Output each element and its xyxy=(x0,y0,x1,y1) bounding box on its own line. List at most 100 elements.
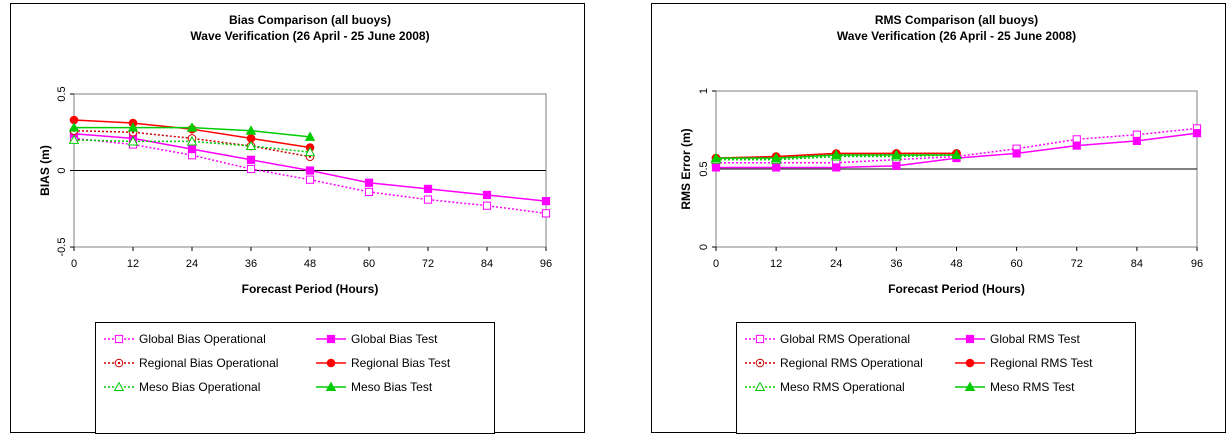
legend-item-global-bias-operational: Global Bias Operational xyxy=(104,332,266,346)
bias-chart-panel: Bias Comparison (all buoys) Wave Verifica… xyxy=(10,3,585,434)
legend-label: Global RMS Operational xyxy=(780,332,911,346)
x-tick-label: 0 xyxy=(71,258,77,270)
legend-item-meso-bias-operational: Meso Bias Operational xyxy=(104,380,260,394)
legend-item-global-rms-operational: Global RMS Operational xyxy=(745,332,910,346)
series-line xyxy=(73,139,311,153)
x-tick-label: 60 xyxy=(1011,258,1023,270)
x-axis-label: Forecast Period (Hours) xyxy=(242,282,379,296)
chart-subtitle: Wave Verification (26 April - 25 June 20… xyxy=(190,29,429,43)
legend-label: Meso RMS Test xyxy=(990,380,1075,394)
data-point xyxy=(186,136,198,146)
x-tick-label: 96 xyxy=(540,258,552,270)
x-tick-label: 96 xyxy=(1191,258,1203,270)
data-point xyxy=(423,195,433,204)
data-point xyxy=(423,184,433,193)
legend-swatch xyxy=(104,381,134,392)
legend-swatch xyxy=(745,358,775,368)
data-point xyxy=(951,149,962,159)
x-tick-label: 24 xyxy=(186,258,198,270)
legend-marker xyxy=(755,358,765,368)
legend-item-global-rms-test: Global RMS Test xyxy=(955,332,1080,346)
legend-item-meso-rms-operational: Meso RMS Operational xyxy=(745,380,905,394)
legend-swatch xyxy=(104,358,134,368)
data-point xyxy=(245,125,257,135)
data-point xyxy=(482,201,492,210)
y-tick-label: 1 xyxy=(698,88,710,94)
x-tick-label: 12 xyxy=(770,258,782,270)
legend-label: Regional Bias Operational xyxy=(139,356,279,370)
data-point xyxy=(711,163,721,172)
legend-marker xyxy=(325,381,337,392)
legend-label: Meso Bias Test xyxy=(351,380,433,394)
data-point xyxy=(772,163,781,172)
data-point xyxy=(68,134,80,144)
chart-subtitle: Wave Verification (26 April - 25 June 20… xyxy=(837,29,1076,43)
x-tick-label: 84 xyxy=(481,258,493,270)
y-tick-label: 0 xyxy=(698,244,710,250)
legend-marker xyxy=(965,334,975,344)
data-point xyxy=(892,161,901,170)
data-point xyxy=(187,144,197,154)
y-tick-label: -0.5 xyxy=(56,238,68,257)
data-point xyxy=(1132,136,1141,146)
legend-label: Global RMS Test xyxy=(990,332,1080,346)
legend-swatch xyxy=(316,381,346,392)
y-axis-label: RMS Error (m) xyxy=(679,128,693,209)
x-tick-label: 36 xyxy=(245,258,257,270)
series-line xyxy=(73,129,311,158)
data-point xyxy=(245,140,257,151)
chart-title: Bias Comparison (all buoys) xyxy=(229,13,391,27)
series-meso-bias-operational xyxy=(68,134,316,157)
rms-chart: RMS Comparison (all buoys) Wave Verificat… xyxy=(679,13,1203,296)
data-point xyxy=(304,131,316,141)
series-meso-rms-test xyxy=(710,149,962,163)
x-tick-label: 12 xyxy=(127,258,139,270)
legend-label: Meso RMS Operational xyxy=(780,380,905,394)
data-point xyxy=(1012,149,1021,158)
data-point xyxy=(770,152,782,163)
legend-swatch xyxy=(955,381,985,392)
legend-label: Meso Bias Operational xyxy=(139,380,261,394)
rms-chart-legend: Global RMS Operational Global RMS Test Reg… xyxy=(736,322,1136,434)
legend-item-meso-bias-test: Meso Bias Test xyxy=(316,380,432,394)
legend-marker xyxy=(754,381,766,392)
x-tick-label: 84 xyxy=(1131,258,1143,270)
data-point xyxy=(1072,141,1081,150)
legend-marker xyxy=(326,334,336,344)
x-tick-label: 36 xyxy=(890,258,902,270)
legend-swatch xyxy=(745,334,775,344)
legend-item-meso-rms-test: Meso RMS Test xyxy=(955,380,1074,394)
legend-label: Global Bias Operational xyxy=(139,332,266,346)
data-point xyxy=(186,122,198,132)
x-tick-label: 0 xyxy=(713,258,719,270)
y-tick-label: 0.5 xyxy=(56,86,68,101)
data-point xyxy=(541,209,551,218)
data-point xyxy=(127,122,139,132)
y-axis-label: BIAS (m) xyxy=(38,145,52,196)
legend-swatch xyxy=(745,381,775,392)
data-point xyxy=(482,190,492,200)
data-point xyxy=(891,149,902,159)
data-point xyxy=(541,197,551,206)
x-tick-label: 72 xyxy=(422,258,434,270)
series-meso-bias-test xyxy=(68,122,316,141)
data-point xyxy=(304,146,316,157)
data-point xyxy=(832,163,841,172)
legend-item-regional-rms-test: Regional RMS Test xyxy=(955,356,1093,370)
legend-marker xyxy=(326,358,336,368)
data-point xyxy=(1192,129,1202,138)
legend-label: Regional Bias Test xyxy=(351,356,451,370)
x-tick-label: 72 xyxy=(1071,258,1083,270)
data-point xyxy=(364,187,374,197)
data-point xyxy=(710,152,722,163)
legend-marker xyxy=(755,334,765,344)
data-point xyxy=(68,122,80,132)
data-point xyxy=(127,136,139,146)
x-tick-label: 48 xyxy=(304,258,316,270)
legend-label: Regional RMS Test xyxy=(990,356,1093,370)
x-tick-label: 24 xyxy=(830,258,842,270)
legend-marker xyxy=(114,358,124,368)
legend-item-regional-bias-test: Regional Bias Test xyxy=(316,356,450,370)
legend-marker xyxy=(965,358,975,368)
data-point xyxy=(305,175,315,184)
